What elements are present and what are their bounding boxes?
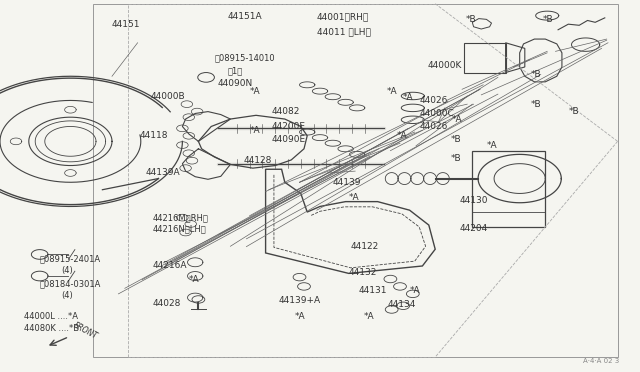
Text: 44080K ....*B: 44080K ....*B: [24, 324, 79, 333]
Text: 44128: 44128: [243, 156, 271, 165]
Text: 44200E: 44200E: [272, 122, 306, 131]
Text: 44139A: 44139A: [146, 169, 180, 177]
Text: 44011 〈LH〉: 44011 〈LH〉: [317, 27, 371, 36]
Text: *B: *B: [466, 15, 477, 24]
Text: 44001〈RH〉: 44001〈RH〉: [317, 12, 369, 21]
Text: *A: *A: [486, 141, 497, 150]
Text: *A: *A: [250, 126, 260, 135]
Text: 44026: 44026: [419, 122, 447, 131]
Bar: [464, 43, 506, 73]
Text: *A: *A: [189, 275, 200, 284]
Text: *A: *A: [250, 87, 260, 96]
Text: 44000L ....*A: 44000L ....*A: [24, 312, 78, 321]
Text: 44082: 44082: [272, 107, 300, 116]
Text: 44090N: 44090N: [218, 79, 253, 88]
Text: 44151: 44151: [112, 20, 141, 29]
Text: *B: *B: [531, 70, 542, 79]
Text: A·4·A 02 3: A·4·A 02 3: [583, 358, 620, 364]
Text: 44000K: 44000K: [428, 61, 462, 70]
Text: *B: *B: [531, 100, 542, 109]
Text: 44134: 44134: [387, 300, 415, 309]
Text: 44132: 44132: [349, 268, 377, 277]
Text: *A: *A: [403, 93, 414, 102]
Text: 44026: 44026: [419, 96, 447, 105]
Text: 44131: 44131: [358, 286, 387, 295]
Text: (4): (4): [61, 266, 72, 275]
Text: 44204: 44204: [460, 224, 488, 233]
Text: *A: *A: [397, 131, 408, 140]
Text: 44216A: 44216A: [152, 262, 187, 270]
Text: 44122: 44122: [351, 242, 379, 251]
Bar: [472, 151, 545, 227]
Text: *A: *A: [349, 193, 360, 202]
Text: *A: *A: [294, 312, 305, 321]
Text: 44000B: 44000B: [150, 92, 185, 101]
Text: 44139: 44139: [333, 178, 362, 187]
Text: Ⓑ08184-0301A: Ⓑ08184-0301A: [40, 279, 101, 288]
Text: 〈1〉: 〈1〉: [227, 66, 243, 75]
Text: 44151A: 44151A: [227, 12, 262, 21]
Text: *B: *B: [451, 154, 462, 163]
Text: Ⓥ08915-14010: Ⓥ08915-14010: [214, 53, 275, 62]
Text: 44139+A: 44139+A: [278, 296, 321, 305]
Text: *A: *A: [410, 286, 420, 295]
Text: *B: *B: [451, 135, 462, 144]
Text: 44216N〈LH〉: 44216N〈LH〉: [152, 224, 206, 233]
Text: 44028: 44028: [152, 299, 180, 308]
Text: 44130: 44130: [460, 196, 488, 205]
Text: 44118: 44118: [140, 131, 168, 140]
Text: 44000C: 44000C: [419, 109, 454, 118]
Text: (4): (4): [61, 291, 72, 300]
Text: Ⓢ08915-2401A: Ⓢ08915-2401A: [40, 254, 101, 263]
Text: 44090E: 44090E: [272, 135, 306, 144]
Text: FRONT: FRONT: [72, 320, 99, 340]
Text: *A: *A: [364, 312, 374, 321]
Text: *A: *A: [387, 87, 398, 96]
Text: *B: *B: [543, 15, 554, 24]
Text: 44216M〈RH〉: 44216M〈RH〉: [152, 213, 208, 222]
Text: *B: *B: [568, 107, 579, 116]
Text: *A: *A: [452, 115, 463, 124]
